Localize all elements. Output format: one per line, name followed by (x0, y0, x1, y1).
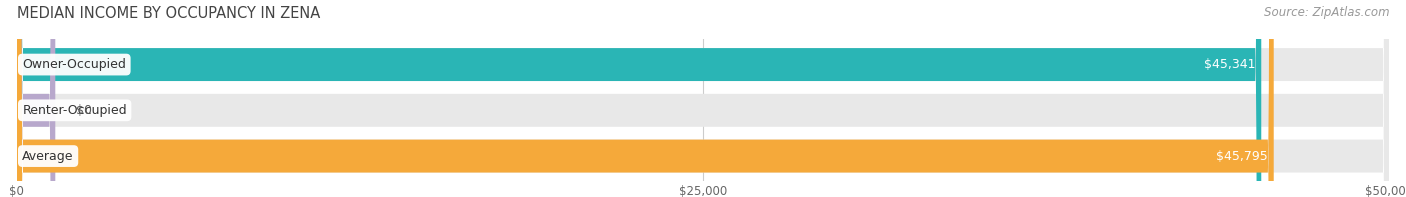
FancyBboxPatch shape (17, 0, 1389, 197)
Text: Source: ZipAtlas.com: Source: ZipAtlas.com (1264, 6, 1389, 19)
Text: $45,795: $45,795 (1216, 150, 1268, 163)
FancyBboxPatch shape (17, 0, 1389, 197)
Text: $45,341: $45,341 (1205, 58, 1256, 71)
Text: $0: $0 (76, 104, 91, 117)
FancyBboxPatch shape (17, 0, 55, 197)
Text: Average: Average (22, 150, 75, 163)
FancyBboxPatch shape (17, 0, 1261, 197)
Text: Owner-Occupied: Owner-Occupied (22, 58, 127, 71)
FancyBboxPatch shape (17, 0, 1389, 197)
Text: MEDIAN INCOME BY OCCUPANCY IN ZENA: MEDIAN INCOME BY OCCUPANCY IN ZENA (17, 6, 321, 21)
Text: Renter-Occupied: Renter-Occupied (22, 104, 127, 117)
FancyBboxPatch shape (17, 0, 1274, 197)
